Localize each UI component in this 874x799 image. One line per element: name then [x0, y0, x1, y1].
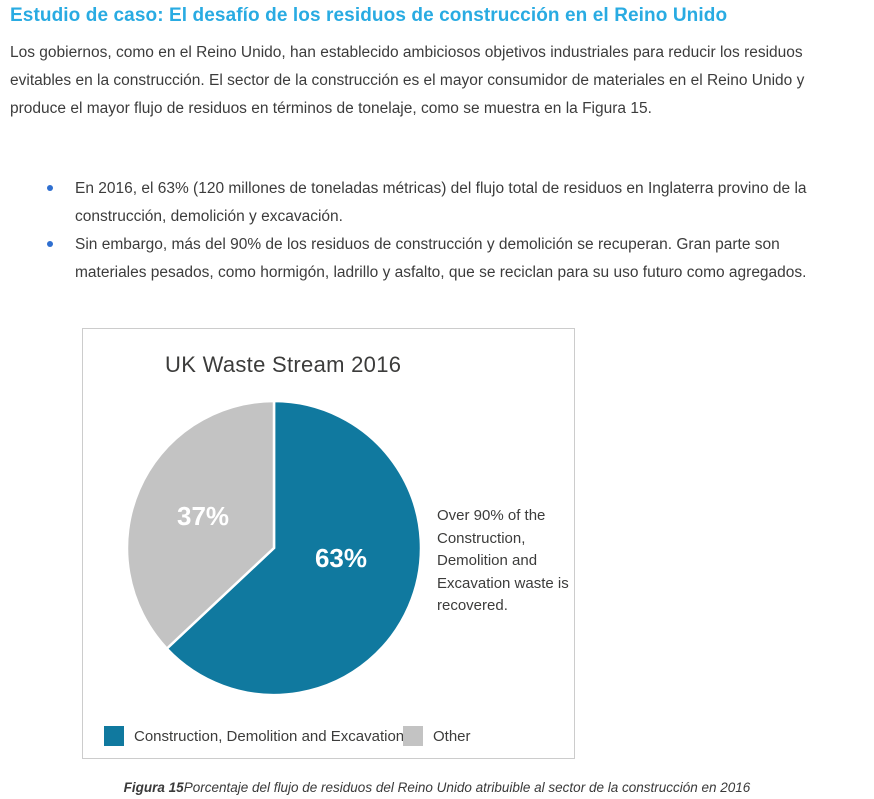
bullet-text: En 2016, el 63% (120 millones de tonelad…	[75, 180, 807, 225]
pie-slice-label-other: 37%	[177, 501, 229, 531]
legend-swatch-gray-icon	[403, 726, 423, 746]
chart-title: UK Waste Stream 2016	[165, 352, 402, 377]
figure-card: UK Waste Stream 2016 63% 37% Over 90% of…	[82, 328, 575, 759]
bullet-list: En 2016, el 63% (120 millones de tonelad…	[10, 175, 836, 287]
legend-swatch-teal-icon	[104, 726, 124, 746]
legend-item-construction: Construction, Demolition and Excavation	[104, 726, 404, 746]
pie-slice-label-construction: 63%	[315, 543, 367, 573]
pie-slice-construction	[165, 400, 422, 696]
figure-caption-text: Porcentaje del flujo de residuos del Rei…	[183, 780, 751, 795]
bullet-icon	[47, 185, 53, 191]
figure-caption: Figura 15Porcentaje del flujo de residuo…	[10, 780, 864, 795]
legend-label: Construction, Demolition and Excavation	[134, 727, 405, 745]
legend-label: Other	[433, 727, 471, 745]
list-item: Sin embargo, más del 90% de los residuos…	[10, 231, 836, 287]
legend-item-other: Other	[403, 726, 471, 746]
list-item: En 2016, el 63% (120 millones de tonelad…	[10, 175, 836, 231]
pie-chart: 63% 37%	[126, 400, 422, 696]
pie-slice-other	[126, 400, 276, 651]
page-title: Estudio de caso: El desafío de los resid…	[10, 5, 728, 26]
figure-caption-label: Figura 15	[123, 780, 184, 795]
intro-paragraph: Los gobiernos, como en el Reino Unido, h…	[10, 44, 805, 117]
chart-annotation: Over 90% of the Construction, Demolition…	[437, 507, 569, 614]
bullet-icon	[47, 241, 53, 247]
bullet-text: Sin embargo, más del 90% de los residuos…	[75, 236, 807, 281]
